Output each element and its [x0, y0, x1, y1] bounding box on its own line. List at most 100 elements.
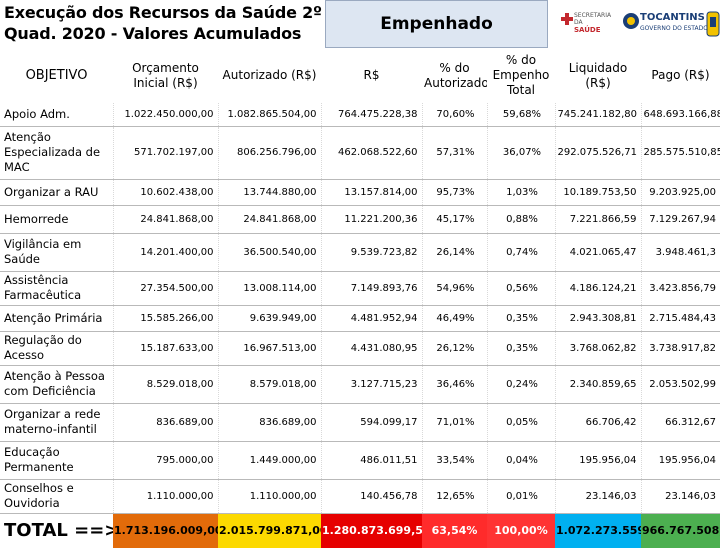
cell-pct-autorizado: 33,54%: [421, 441, 487, 479]
cell-rs: 7.149.893,76: [320, 271, 422, 305]
cell-rs: 140.456,78: [320, 479, 422, 513]
total-label: TOTAL ==>: [4, 520, 113, 541]
header-orcamento: Orçamento Inicial (R$): [132, 60, 199, 90]
cell-pago: 3.423.856,79: [640, 271, 720, 305]
cell-pago: 2.715.484,43: [640, 305, 720, 331]
cell-pago: 66.312,67: [640, 403, 720, 441]
cell-pct-empenho: 0,04%: [486, 441, 555, 479]
cell-rs: 594.099,17: [320, 403, 422, 441]
header-pct-empenho: % do Empenho Total: [492, 53, 550, 97]
row-objetivo: Atenção Primária: [4, 310, 103, 325]
header-objetivo: OBJETIVO: [25, 68, 88, 83]
cell-autorizado: 806.256.796,00: [217, 126, 321, 179]
cell-pago: 2.053.502,99: [640, 365, 720, 403]
table-row: Apoio Adm. 1.022.450.000,00 1.082.865.50…: [0, 103, 720, 126]
cell-rs: 4.481.952,94: [320, 305, 422, 331]
cell-liquidado: 195.956,04: [554, 441, 641, 479]
cell-autorizado: 836.689,00: [217, 403, 321, 441]
table-row: Assistência Farmacêutica 27.354.500,00 1…: [0, 271, 720, 305]
secretaria-line-3: SAÚDE: [574, 26, 601, 34]
cell-autorizado: 8.579.018,00: [217, 365, 321, 403]
row-objetivo: Conselhos e Ouvidoria: [4, 481, 74, 510]
cell-liquidado: 2.340.859,65: [554, 365, 641, 403]
cell-liquidado: 292.075.526,71: [554, 126, 641, 179]
cell-pct-empenho: 0,24%: [486, 365, 555, 403]
row-objetivo: Organizar a rede materno-infantil: [4, 407, 101, 436]
row-objetivo: Educação Permanente: [4, 445, 74, 474]
cell-pct-autorizado: 46,49%: [421, 305, 487, 331]
total-orcamento: 1.713.196.009,00: [113, 513, 218, 548]
cell-rs: 3.127.715,23: [320, 365, 422, 403]
cell-rs: 9.539.723,82: [320, 233, 422, 271]
cell-autorizado: 1.449.000,00: [217, 441, 321, 479]
row-objetivo: Hemorrede: [4, 211, 69, 226]
cell-pago: 3.738.917,82: [640, 331, 720, 365]
cell-autorizado: 36.500.540,00: [217, 233, 321, 271]
cell-orcamento: 15.187.633,00: [112, 331, 218, 365]
cell-orcamento: 8.529.018,00: [112, 365, 218, 403]
secretaria-line-2: DA: [574, 19, 583, 26]
table-row: Organizar a RAU 10.602.438,00 13.744.880…: [0, 179, 720, 205]
cell-autorizado: 1.110.000,00: [217, 479, 321, 513]
header-rs: R$: [363, 68, 380, 82]
secretaria-line-1: SECRETARIA: [574, 12, 612, 19]
row-objetivo: Vigilância em Saúde: [4, 237, 82, 266]
header-liquidado: Liquidado (R$): [568, 60, 628, 90]
cell-liquidado: 23.146,03: [554, 479, 641, 513]
cell-pct-autorizado: 45,17%: [421, 205, 487, 233]
cell-rs: 4.431.080,95: [320, 331, 422, 365]
cell-pago: 195.956,04: [640, 441, 720, 479]
cell-pct-empenho: 0,74%: [486, 233, 555, 271]
cell-pct-autorizado: 70,60%: [421, 103, 487, 126]
total-row: TOTAL ==> 1.713.196.009,00 2.015.799.871…: [0, 513, 720, 548]
state-seal-icon: [706, 11, 720, 37]
cell-liquidado: 745.241.182,80: [554, 103, 641, 126]
total-rs: 1.280.873.699,50: [321, 513, 422, 548]
health-cross-icon: [561, 13, 573, 25]
header-autorizado: Autorizado (R$): [222, 68, 317, 82]
cell-autorizado: 9.639.949,00: [217, 305, 321, 331]
cell-autorizado: 13.744.880,00: [217, 179, 321, 205]
table-row: Conselhos e Ouvidoria 1.110.000,00 1.110…: [0, 479, 720, 513]
cell-pago: 648.693.166,88: [640, 103, 720, 126]
table-row: Atenção Primária 15.585.266,00 9.639.949…: [0, 305, 720, 331]
cell-pct-autorizado: 26,14%: [421, 233, 487, 271]
title-line-1: Execução dos Recursos da Saúde 2º: [4, 3, 322, 22]
cell-rs: 462.068.522,60: [320, 126, 422, 179]
cell-rs: 11.221.200,36: [320, 205, 422, 233]
cell-liquidado: 4.186.124,21: [554, 271, 641, 305]
table-row: Atenção à Pessoa com Deficiência 8.529.0…: [0, 365, 720, 403]
cell-rs: 486.011,51: [320, 441, 422, 479]
tocantins-sun-icon: [623, 13, 639, 29]
cell-pago: 3.948.461,3: [640, 233, 720, 271]
cell-liquidado: 3.768.062,82: [554, 331, 641, 365]
cell-rs: 13.157.814,00: [320, 179, 422, 205]
cell-orcamento: 27.354.500,00: [112, 271, 218, 305]
cell-pct-empenho: 0,35%: [486, 331, 555, 365]
table-row: Vigilância em Saúde 14.201.400,00 36.500…: [0, 233, 720, 271]
cell-liquidado: 10.189.753,50: [554, 179, 641, 205]
governo-label: GOVERNO DO ESTADO: [640, 25, 708, 32]
cell-pct-autorizado: 95,73%: [421, 179, 487, 205]
cell-pct-empenho: 1,03%: [486, 179, 555, 205]
header-pago: Pago (R$): [651, 68, 710, 82]
cell-autorizado: 1.082.865.504,00: [217, 103, 321, 126]
cell-orcamento: 15.585.266,00: [112, 305, 218, 331]
cell-pct-empenho: 0,88%: [486, 205, 555, 233]
table-header-row: OBJETIVO Orçamento Inicial (R$) Autoriza…: [0, 48, 720, 103]
cell-orcamento: 836.689,00: [112, 403, 218, 441]
table-row: Regulação do Acesso 15.187.633,00 16.967…: [0, 331, 720, 365]
logos: SECRETARIA DA SAÚDE TOCANTINS GOVERNO DO…: [560, 6, 720, 46]
cell-pct-empenho: 0,01%: [486, 479, 555, 513]
total-pago: 966.767.508,27: [641, 513, 720, 548]
cell-orcamento: 14.201.400,00: [112, 233, 218, 271]
cell-pct-empenho: 36,07%: [486, 126, 555, 179]
cell-pct-autorizado: 12,65%: [421, 479, 487, 513]
page-title: Execução dos Recursos da Saúde 2º Quad. …: [4, 2, 322, 48]
row-objetivo: Organizar a RAU: [4, 184, 99, 199]
row-objetivo: Apoio Adm.: [4, 106, 70, 121]
cell-pct-autorizado: 54,96%: [421, 271, 487, 305]
cell-pago: 285.575.510,85: [640, 126, 720, 179]
header-pct-autorizado: % do Autorizado: [424, 60, 487, 90]
cell-pct-autorizado: 71,01%: [421, 403, 487, 441]
